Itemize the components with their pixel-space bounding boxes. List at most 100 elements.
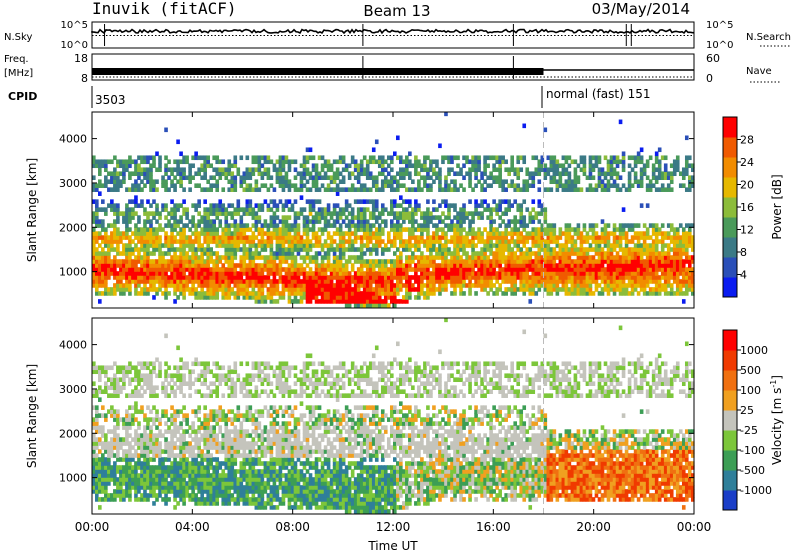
power-cell [633, 155, 638, 161]
power-cell [284, 279, 289, 284]
power-cell [320, 287, 325, 292]
power-cell [609, 183, 614, 188]
power-cell [98, 243, 102, 248]
power-cell [681, 235, 686, 240]
power-cell [272, 283, 277, 288]
power-cell [498, 275, 502, 280]
power-cell [302, 167, 307, 173]
power-cell [660, 251, 665, 256]
power-cell [531, 155, 536, 161]
power-cell [143, 267, 147, 272]
power-cell [675, 291, 680, 296]
power-cell [558, 267, 563, 272]
power-cell [368, 279, 373, 284]
power-cell [344, 271, 349, 276]
velocity-cell [119, 497, 123, 502]
power-cell [158, 251, 162, 256]
power-cell [546, 279, 551, 284]
power-cell [161, 179, 165, 184]
power-cell [558, 247, 563, 252]
power-cell [615, 251, 620, 256]
power-cell [275, 251, 280, 256]
power-cell [567, 271, 572, 276]
power-cell [221, 239, 226, 244]
colorbar-tick-label: 28 [740, 134, 754, 147]
power-cell [356, 163, 361, 169]
power-cell [245, 223, 250, 228]
power-cell [320, 207, 325, 212]
power-cell [152, 263, 156, 268]
power-cell [444, 215, 448, 220]
colorbar-swatch [723, 117, 737, 138]
power-cell [513, 287, 518, 292]
power-cell [465, 251, 469, 256]
power-cell [684, 283, 689, 288]
power-cell [483, 187, 487, 192]
power-cell [251, 235, 256, 240]
power-cell [690, 271, 695, 276]
power-cell [323, 187, 328, 192]
power-cell [618, 231, 623, 236]
power-cell [633, 267, 638, 272]
power-cell [134, 199, 138, 204]
power-cell [456, 231, 460, 236]
power-cell [573, 287, 578, 292]
power-cell [456, 275, 460, 280]
power-cell [293, 215, 298, 220]
power-cell [143, 235, 147, 240]
power-cell [236, 227, 241, 232]
power-cell [468, 283, 472, 288]
power-cell [537, 239, 542, 244]
power-cell [420, 235, 424, 240]
power-cell [681, 171, 686, 177]
power-cell [239, 263, 244, 268]
power-cell [426, 295, 430, 300]
power-cell [371, 291, 376, 296]
power-cell [423, 263, 427, 268]
power-cell [522, 259, 527, 264]
power-cell [549, 231, 554, 236]
power-cell [468, 183, 472, 188]
power-cell [426, 211, 430, 216]
power-cell [299, 263, 304, 268]
power-cell [597, 263, 602, 268]
velocity-cell [92, 457, 96, 462]
velocity-cell [110, 381, 114, 387]
velocity-cell [98, 469, 102, 474]
power-cell [104, 207, 108, 212]
power-cell [113, 247, 117, 252]
power-cell [248, 239, 253, 244]
velocity-cell [110, 429, 114, 434]
power-cell [471, 255, 475, 260]
power-cell [125, 243, 129, 248]
power-cell [687, 155, 692, 161]
power-cell [522, 223, 527, 228]
power-cell [486, 283, 490, 288]
power-cell [203, 207, 207, 212]
sky-noise-panel: N.Sky 10^5 10^0 10^5 10^0 N.Search [4, 20, 791, 51]
power-cell [480, 283, 484, 288]
power-cell [305, 299, 310, 304]
power-cell [140, 279, 144, 284]
power-cell [570, 159, 575, 165]
power-cell [98, 207, 102, 212]
power-cell [383, 167, 388, 173]
power-cell [239, 219, 244, 224]
power-cell [146, 215, 150, 220]
power-cell [474, 231, 478, 236]
power-cell [618, 283, 623, 288]
power-cell [125, 207, 129, 212]
power-cell [492, 167, 496, 173]
power-cell [438, 267, 442, 272]
power-cell [558, 255, 563, 260]
power-cell [684, 243, 689, 248]
power-cell [537, 203, 542, 208]
power-cell [263, 219, 268, 224]
power-cell [224, 235, 229, 240]
velocity-cell [98, 373, 102, 379]
power-cell [242, 271, 247, 276]
power-cell [128, 291, 132, 296]
power-cell [212, 251, 217, 256]
power-cell [429, 263, 433, 268]
power-cell [134, 195, 138, 200]
